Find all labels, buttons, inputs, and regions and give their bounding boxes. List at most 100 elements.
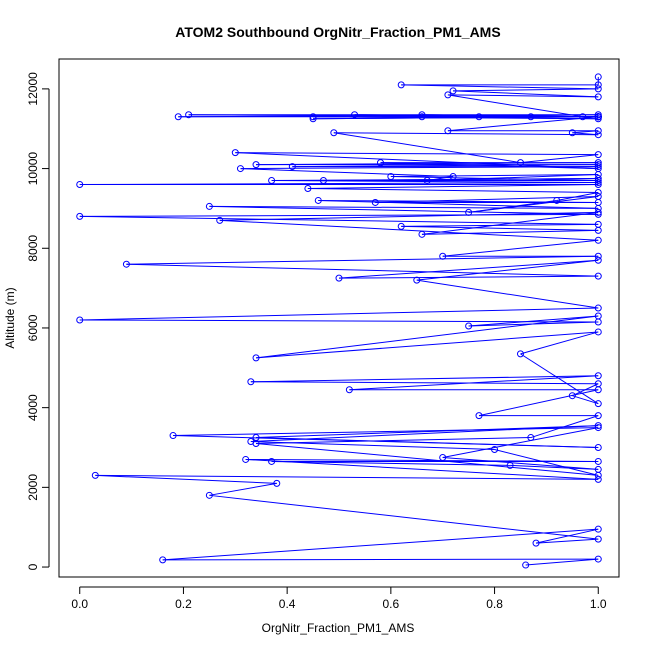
series-line-segment — [453, 88, 599, 92]
data-point — [449, 87, 457, 95]
data-point — [516, 350, 524, 358]
data-point — [335, 274, 343, 282]
series-line-segment — [338, 259, 599, 279]
y-tick-label: 10000 — [26, 152, 40, 186]
data-point — [594, 328, 602, 336]
data-point — [252, 354, 260, 362]
series-line-segment — [520, 154, 599, 164]
series-line-segment — [416, 279, 599, 309]
data-point — [418, 111, 426, 119]
y-tick-label: 6000 — [26, 314, 40, 341]
series-line-segment — [447, 94, 583, 118]
series-line-segment — [468, 321, 599, 327]
series-line-segment — [427, 174, 599, 182]
data-point — [568, 392, 576, 400]
series-line-segment — [256, 437, 531, 445]
data-point — [594, 304, 602, 312]
series-line-segment — [453, 90, 599, 98]
data-point — [216, 216, 224, 224]
series-line-segment — [250, 425, 599, 443]
x-axis-label: OrgNitr_Fraction_PM1_AMS — [262, 621, 415, 635]
data-point — [185, 111, 193, 119]
series-line-segment — [375, 195, 599, 203]
series-line-segment — [240, 168, 454, 178]
series-line-segment — [401, 84, 599, 90]
data-point — [475, 113, 483, 121]
data-point — [594, 93, 602, 101]
y-axis: 0 2000 4000 6000 8000 10000 12000 — [26, 72, 50, 570]
series-line-segment — [318, 199, 599, 209]
data-point — [506, 461, 514, 469]
data-point — [314, 196, 322, 204]
data-point — [594, 73, 602, 81]
data-point — [594, 151, 602, 159]
series-line-segment — [250, 375, 599, 383]
data-point — [594, 444, 602, 451]
data-point — [594, 525, 602, 533]
data-point — [91, 471, 99, 479]
data-point — [532, 539, 540, 547]
data-point — [304, 185, 312, 192]
data-point — [465, 208, 473, 216]
data-point — [423, 177, 431, 185]
data-point — [376, 159, 384, 167]
data-point — [594, 188, 602, 196]
series-line-segment — [421, 229, 599, 235]
data-point — [553, 196, 561, 204]
data-point — [568, 129, 576, 137]
data-point — [413, 276, 421, 284]
series-line-segment — [390, 174, 599, 178]
x-tick-label: 1.0 — [590, 597, 607, 611]
x-tick-label: 0.8 — [486, 597, 503, 611]
series-line-segment — [219, 219, 599, 241]
data-point — [527, 434, 535, 442]
data-point — [242, 455, 250, 463]
series-line-segment — [271, 460, 511, 466]
series-line-segment — [530, 415, 599, 439]
data-point — [594, 127, 602, 135]
data-point — [345, 386, 353, 394]
series-line-segment — [79, 319, 599, 323]
series-line-segment — [535, 528, 599, 544]
series-line-segment — [209, 205, 599, 209]
series-line-segment — [338, 275, 599, 279]
series-line-segment — [209, 494, 599, 540]
data-point — [594, 179, 602, 187]
series-line-segment — [556, 191, 599, 201]
series-line-segment — [468, 199, 557, 213]
data-point — [288, 163, 296, 171]
y-axis-label: Altitude (m) — [3, 287, 17, 348]
data-point — [76, 316, 84, 324]
data-point — [594, 220, 602, 228]
data-point — [205, 202, 213, 210]
series-line-segment — [235, 152, 599, 156]
data-point — [449, 173, 457, 181]
data-point — [76, 181, 84, 189]
series-line-segment — [95, 474, 599, 480]
series-line-segment — [250, 381, 599, 385]
series-line-segment — [256, 425, 599, 439]
series-line-segment — [126, 263, 599, 277]
series-line-segment — [79, 213, 599, 217]
data-point — [594, 422, 602, 430]
series-line-segment — [427, 176, 454, 182]
series-line-segment — [447, 116, 599, 132]
series-line-segment — [162, 558, 599, 561]
data-point — [351, 111, 359, 119]
series-line-segment — [442, 456, 599, 470]
data-point — [252, 440, 260, 448]
data-point — [330, 129, 338, 137]
x-tick-label: 0.4 — [279, 597, 296, 611]
series-line-segment — [126, 255, 599, 265]
y-tick-label: 8000 — [26, 235, 40, 262]
data-point — [594, 111, 602, 119]
data-point — [594, 475, 602, 483]
data-point — [527, 113, 535, 121]
x-tick-label: 0.2 — [175, 597, 192, 611]
data-point — [594, 131, 602, 139]
data-point — [594, 175, 602, 183]
series-line-segment — [255, 443, 599, 476]
series-line-segment — [520, 353, 599, 405]
data-point — [236, 165, 244, 173]
data-point — [594, 412, 602, 420]
